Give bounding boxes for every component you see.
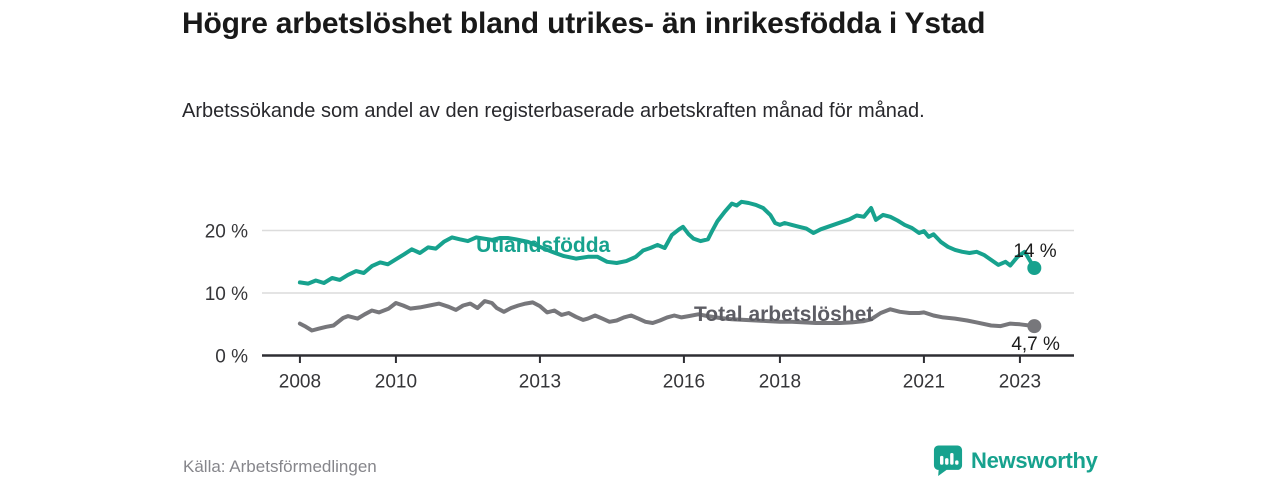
series-end-value-label: 14 % xyxy=(1013,241,1056,262)
series-line-utlandsfodda xyxy=(297,199,1037,286)
newsworthy-logo: Newsworthy xyxy=(933,444,1098,477)
x-tick-label: 2008 xyxy=(279,372,321,393)
source-note: Källa: Arbetsförmedlingen xyxy=(183,457,377,476)
x-tick-label: 2018 xyxy=(759,372,801,393)
series-end-dot xyxy=(1027,319,1042,334)
y-tick-label: 10 % xyxy=(205,284,248,305)
series-line-total xyxy=(297,299,1037,333)
x-tick-label: 2023 xyxy=(999,372,1041,393)
newsworthy-speech-bubble-icon xyxy=(933,445,963,476)
chart-subtitle: Arbetssökande som andel av den registerb… xyxy=(182,100,925,122)
x-tick-label: 2021 xyxy=(903,372,945,393)
y-tick-label: 20 % xyxy=(205,222,248,243)
newsworthy-wordmark: Newsworthy xyxy=(971,447,1098,473)
series-end-dot xyxy=(1027,261,1042,275)
series-end-value-label: 4,7 % xyxy=(1011,334,1060,355)
x-tick-label: 2016 xyxy=(663,372,705,393)
y-tick-label: 0 % xyxy=(215,347,248,368)
x-tick-label: 2010 xyxy=(375,372,417,393)
series-name-label: Utlandsfödda xyxy=(476,234,610,257)
series-name-label: Total arbetslöshet xyxy=(694,303,873,326)
x-tick-label: 2013 xyxy=(519,372,561,393)
chart-title: Högre arbetslöshet bland utrikes- än inr… xyxy=(182,7,986,40)
